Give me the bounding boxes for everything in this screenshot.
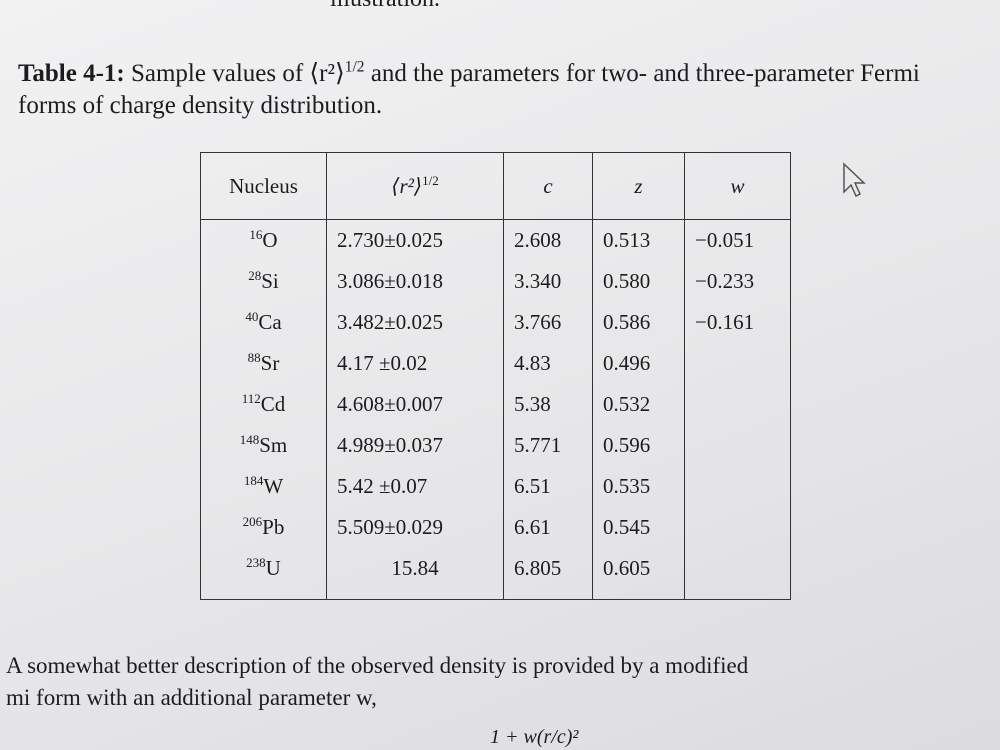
value-cell: 4.989±0.037 [326,425,504,466]
nucleus-cell: 206Pb [200,507,327,548]
mass-number: 40 [245,309,259,325]
value-cell [684,425,791,466]
header-text: z [634,173,643,198]
header-text: w [730,173,745,198]
header-cell: Nucleus [200,152,327,220]
table-row: 40Ca 3.482±0.025 3.766 0.586 −0.161 [200,302,791,343]
element-symbol: Si [261,269,279,293]
nucleus-cell: 112Cd [200,384,327,425]
value-cell: 3.482±0.025 [326,302,504,343]
value-cell: 6.51 [503,466,593,507]
table-body: 16O 2.730±0.025 2.608 0.513 −0.051 28Si 3.086±… [200,219,791,600]
value-cell: 5.38 [503,384,593,425]
header-cell: z [592,152,685,220]
value-cell [684,548,791,600]
table-row: 148Sm 4.989±0.037 5.771 0.596 [200,425,791,466]
value-cell: 4.17 ±0.02 [326,343,504,384]
table-row: 112Cd 4.608±0.007 5.38 0.532 [200,384,791,425]
header-cell: c [503,152,593,220]
nucleus-cell: 184W [200,466,327,507]
nucleus-cell: 148Sm [200,425,327,466]
table-row: 238U 15.84 6.805 0.605 [200,548,791,600]
table-row: 206Pb 5.509±0.029 6.61 0.545 [200,507,791,548]
value-cell: 0.605 [592,548,685,600]
value-cell: 0.545 [592,507,685,548]
value-cell: 5.42 ±0.07 [326,466,504,507]
paragraph-line: mi form with an additional parameter w, [6,685,377,710]
value-cell: 2.608 [503,219,593,261]
header-text: c [543,173,553,198]
value-cell [684,466,791,507]
value-cell: 6.805 [503,548,593,600]
value-cell: 4.83 [503,343,593,384]
mass-number: 206 [242,514,263,530]
value-cell: 0.580 [592,261,685,302]
value-cell: 0.513 [592,219,685,261]
mass-number: 238 [246,555,266,571]
value-cell: 0.535 [592,466,685,507]
nucleus-cell: 28Si [200,261,327,302]
value-cell: 2.730±0.025 [326,219,504,261]
header-cell: w [684,152,791,220]
table-caption: Table 4-1: Sample values of ⟨r²⟩1/2 and … [18,58,978,122]
table-row: 28Si 3.086±0.018 3.340 0.580 −0.233 [200,261,791,302]
header-cell: ⟨r²⟩1/2 [326,152,504,220]
nucleus-cell: 238U [200,548,327,600]
element-symbol: O [262,228,278,252]
mass-number: 88 [247,350,261,366]
value-cell: 0.596 [592,425,685,466]
table-row: 16O 2.730±0.025 2.608 0.513 −0.051 [200,219,791,261]
element-symbol: Ca [258,310,282,334]
value-cell: 6.61 [503,507,593,548]
value-cell: 4.608±0.007 [326,384,504,425]
paragraph: A somewhat better description of the obs… [6,650,748,714]
mass-number: 184 [243,473,264,489]
value-cell: −0.233 [684,261,791,302]
element-symbol: U [265,556,281,580]
cursor-icon [843,162,866,198]
header-text: ⟨r²⟩ [391,173,423,198]
header-row: Nucleus ⟨r²⟩1/2 c z w [200,152,791,220]
top-fragment: illustration. [330,0,440,13]
value-cell: 0.532 [592,384,685,425]
data-table: Nucleus ⟨r²⟩1/2 c z w 16O 2.730±0.025 2.608 0.5… [200,152,791,600]
header-text: Nucleus [229,173,298,198]
mass-number: 112 [241,391,261,407]
element-symbol: Pb [262,515,285,539]
paragraph-line: A somewhat better description of the obs… [6,653,749,678]
value-cell [684,507,791,548]
table-row: 88Sr 4.17 ±0.02 4.83 0.496 [200,343,791,384]
element-symbol: Sr [260,351,280,375]
value-cell: 3.340 [503,261,593,302]
value-cell [684,384,791,425]
value-cell: 0.496 [592,343,685,384]
value-cell: −0.051 [684,219,791,261]
value-cell: 5.509±0.029 [326,507,504,548]
value-cell: 3.086±0.018 [326,261,504,302]
nucleus-cell: 40Ca [200,302,327,343]
caption-text: and the parameters for two- and three-pa… [18,60,920,119]
element-symbol: W [263,474,284,498]
equation-fragment: 1 + w(r/c)² [490,726,579,748]
caption-text: Sample values of ⟨r²⟩ [130,60,345,87]
mass-number: 16 [249,227,263,243]
nucleus-cell: 88Sr [200,343,327,384]
value-cell: 3.766 [503,302,593,343]
nucleus-cell: 16O [200,219,327,261]
value-cell: −0.161 [684,302,791,343]
value-cell [684,343,791,384]
value-cell: 5.771 [503,425,593,466]
element-symbol: Cd [260,392,286,416]
mass-number: 28 [248,268,262,284]
header-sup: 1/2 [422,172,439,188]
caption-sup: 1/2 [344,58,365,76]
value-cell: 15.84 [326,548,504,600]
element-symbol: Sm [259,433,288,457]
caption-label: Table 4-1: [18,60,125,87]
value-cell: 0.586 [592,302,685,343]
mass-number: 148 [239,432,260,448]
table-row: 184W 5.42 ±0.07 6.51 0.535 [200,466,791,507]
